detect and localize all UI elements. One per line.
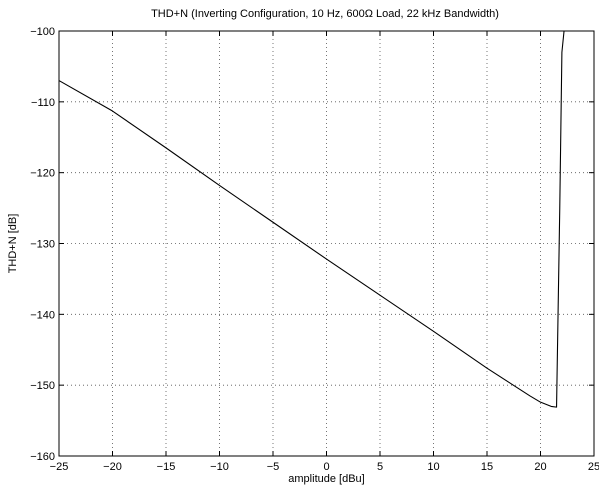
x-tick-label: −5 — [267, 461, 280, 473]
y-tick-label: −150 — [30, 380, 55, 392]
y-tick-label: −100 — [30, 26, 55, 38]
x-tick-label: 20 — [534, 461, 546, 473]
y-tick-label: −140 — [30, 309, 55, 321]
y-axis-label: THD+N [dB] — [7, 214, 19, 274]
y-tick-label: −120 — [30, 168, 55, 180]
y-tick-label: −160 — [30, 451, 55, 463]
chart-title: THD+N (Inverting Configuration, 10 Hz, 6… — [151, 8, 499, 20]
x-tick-label: 15 — [481, 461, 493, 473]
x-tick-label: −25 — [50, 461, 69, 473]
tick-label-layer: −25 −20 −15 −10 −5 0 5 10 15 20 25 −160 −150 −140 −130… — [30, 26, 599, 473]
x-axis-label: amplitude [dBu] — [288, 473, 364, 485]
series-line — [58, 30, 565, 408]
x-tick-label: −15 — [157, 461, 176, 473]
tick-layer — [58, 30, 595, 457]
x-tick-label: −20 — [103, 461, 122, 473]
x-tick-label: 5 — [377, 461, 383, 473]
x-tick-label: 0 — [323, 461, 329, 473]
y-tick-label: −130 — [30, 239, 55, 251]
series-layer — [58, 30, 565, 408]
grid — [59, 31, 594, 456]
x-tick-label: 10 — [427, 461, 439, 473]
y-tick-label: −110 — [31, 97, 55, 109]
x-tick-label: 25 — [588, 461, 599, 473]
x-tick-label: −10 — [210, 461, 229, 473]
